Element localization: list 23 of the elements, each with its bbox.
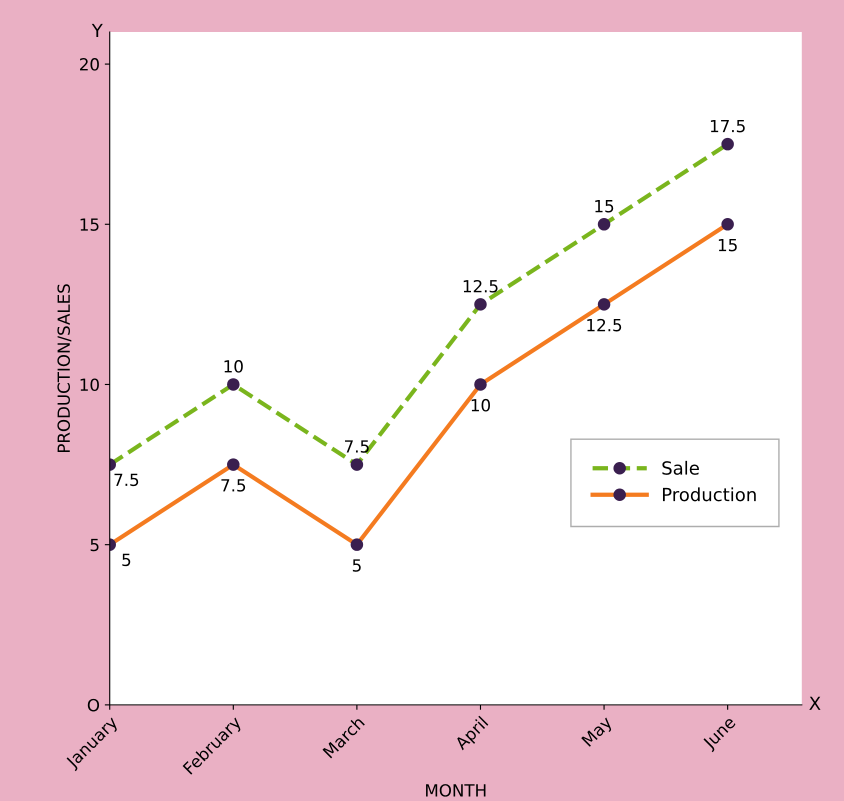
data-label: 15 — [718, 238, 737, 252]
data-label: 5 — [352, 559, 361, 572]
y-tick-label: 10 — [80, 378, 99, 392]
x-axis-title: MONTH — [426, 784, 486, 797]
data-label: 12.5 — [587, 318, 622, 332]
legend-label: Production — [662, 487, 756, 502]
data-label: 15 — [595, 200, 614, 212]
data-label: 7.5 — [221, 479, 246, 492]
text: X — [809, 696, 821, 710]
text: Y — [92, 24, 103, 38]
data-label: 7.5 — [345, 440, 369, 453]
data-label: 7.5 — [114, 474, 138, 486]
data-label: 12.5 — [464, 280, 498, 293]
y-tick-label: 20 — [80, 58, 99, 71]
y-axis-title: PRODUCTION/SALES — [57, 284, 72, 452]
legend-label: Sale — [662, 460, 699, 475]
data-label: 10 — [224, 360, 243, 373]
data-label: 17.5 — [710, 120, 745, 132]
y-tick-label: O — [88, 698, 100, 712]
data-label: 10 — [472, 398, 490, 412]
y-tick-label: 15 — [80, 218, 99, 231]
y-tick-label: 5 — [90, 538, 99, 552]
data-label: 5 — [122, 554, 130, 566]
